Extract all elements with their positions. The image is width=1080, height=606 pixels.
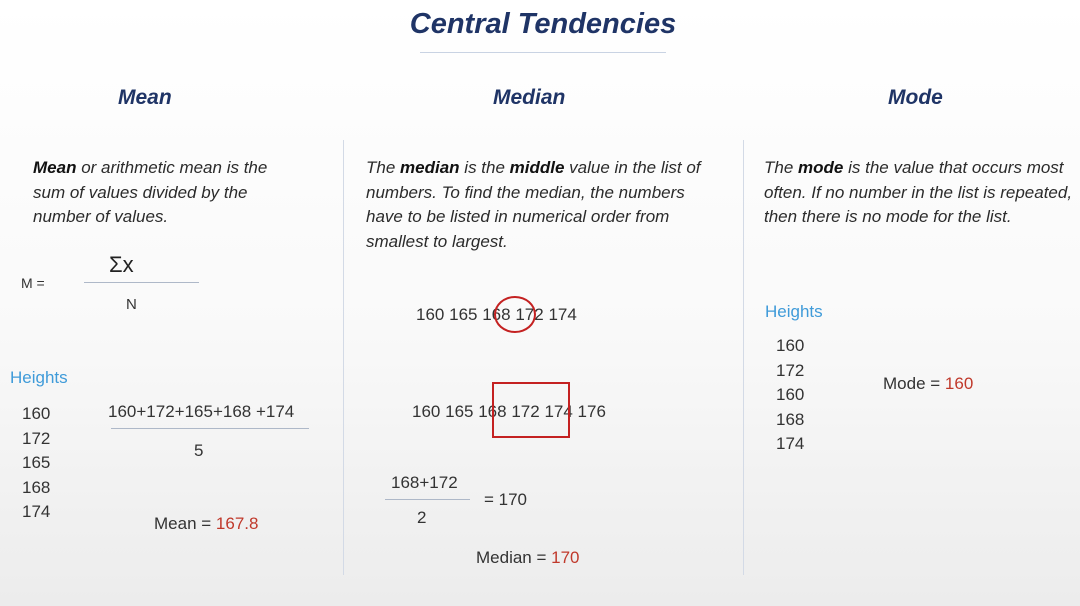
middle-term: middle: [509, 158, 565, 177]
median-result-label: Median =: [476, 548, 552, 567]
mode-heights-label: Heights: [765, 302, 823, 321]
mean-term: Mean: [33, 158, 77, 177]
column-divider-right: [743, 140, 744, 575]
mean-result-value: 167.8: [215, 514, 259, 533]
median-desc-pre: The: [366, 158, 401, 177]
mean-sum-bar: [111, 428, 309, 429]
mean-heights-label: Heights: [10, 368, 68, 387]
list-item: 160: [776, 385, 805, 405]
median-fraction-bar: [385, 499, 470, 500]
list-item: 172: [511, 402, 540, 421]
mean-formula-numerator: Σx: [109, 252, 134, 277]
median-description: The median is the middle value in the li…: [366, 156, 711, 254]
median-odd-highlight-circle: [494, 296, 536, 333]
mode-heading: Mode: [888, 86, 943, 109]
mean-divisor: 5: [194, 441, 204, 460]
median-desc-post: value in the list of numbers. To find th…: [366, 158, 701, 251]
median-result: Median = 170: [476, 548, 580, 568]
mean-formula-bar: [84, 282, 199, 283]
mode-desc-post: is the value that occurs most often. If …: [764, 158, 1073, 226]
mean-result: Mean = 167.8: [154, 514, 258, 534]
median-heading: Median: [493, 86, 566, 109]
list-item: 174: [548, 305, 577, 324]
median-term: median: [400, 158, 460, 177]
mode-result: Mode = 160: [883, 374, 973, 394]
list-item: 172: [22, 428, 51, 448]
mean-result-label: Mean =: [154, 514, 216, 533]
median-desc-mid: is the: [459, 158, 510, 177]
mode-result-value: 160: [944, 374, 974, 393]
list-item: 176: [577, 402, 606, 421]
mode-result-label: Mode =: [883, 374, 945, 393]
mean-sum-expression: 160+172+165+168 +174: [108, 402, 295, 421]
list-item: 168: [776, 409, 805, 429]
mean-description: Mean or arithmetic mean is the sum of va…: [33, 156, 278, 230]
median-fraction-denominator: 2: [417, 508, 427, 527]
median-even-highlight-box: [492, 382, 570, 438]
page-title: Central Tendencies: [409, 8, 677, 40]
mean-formula-denominator: N: [126, 296, 137, 313]
mode-heights-list: 160 172 160 168 174: [776, 334, 804, 457]
mean-formula-lhs: M =: [21, 275, 45, 291]
median-result-value: 170: [551, 548, 580, 567]
list-item: 165: [445, 402, 474, 421]
median-even-list: 160 165 168 172 174 176: [412, 402, 606, 422]
title-underline: [420, 52, 666, 53]
median-fraction-equals: = 170: [484, 490, 528, 509]
mean-description-text: or arithmetic mean is the sum of values …: [33, 158, 268, 226]
mean-heights-list: 160 172 165 168 174: [22, 402, 50, 525]
median-fraction-numerator: 168+172: [391, 473, 458, 492]
mode-term: mode: [798, 158, 844, 177]
mode-desc-pre: The: [764, 158, 799, 177]
list-item: 174: [22, 502, 51, 522]
list-item: 160: [776, 336, 805, 355]
list-item: 165: [22, 453, 51, 473]
list-item: 165: [449, 305, 478, 324]
list-item: 160: [416, 305, 445, 324]
mode-description: The mode is the value that occurs most o…: [764, 156, 1074, 230]
list-item: 174: [776, 434, 805, 454]
list-item: 160: [22, 404, 51, 423]
mean-heading: Mean: [118, 86, 172, 109]
list-item: 160: [412, 402, 441, 421]
list-item: 174: [544, 402, 573, 421]
column-divider-left: [343, 140, 344, 575]
list-item: 172: [776, 360, 805, 380]
list-item: 168: [22, 477, 51, 497]
